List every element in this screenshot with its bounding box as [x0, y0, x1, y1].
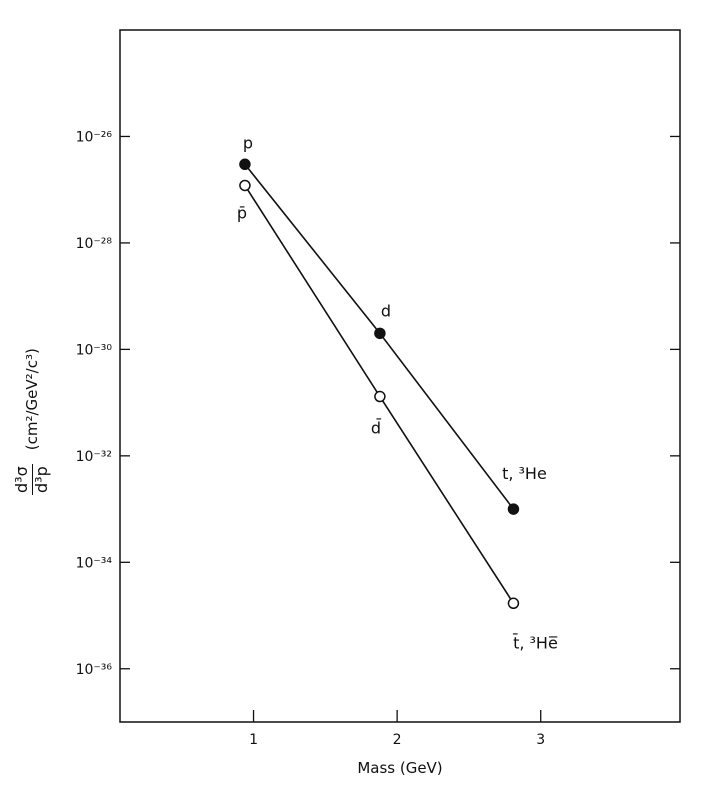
- point-label: d: [381, 301, 391, 320]
- y-axis: 10⁻²⁶ 10⁻²⁸ 10⁻³⁰ 10⁻³² 10⁻³⁴ 10⁻³⁶: [76, 129, 680, 678]
- point-labels: p d t, ³He p̄ d̄ t̄, ³He̅: [237, 133, 558, 652]
- y-tick-label: 10⁻²⁸: [76, 236, 113, 252]
- y-tick-label: 10⁻³⁰: [76, 342, 113, 358]
- series-lines: [244, 163, 515, 604]
- open-point: [374, 390, 386, 403]
- x-tick-label: 3: [536, 732, 545, 748]
- filled-point: [239, 158, 251, 171]
- x-axis: 1 2 3: [249, 710, 545, 748]
- x-tick-label: 2: [393, 732, 402, 748]
- y-axis-fraction: d³σ d³p: [12, 464, 51, 495]
- x-tick-label: 1: [249, 732, 258, 748]
- point-label: d̄: [371, 419, 382, 438]
- y-axis-numerator: d³σ: [12, 464, 33, 495]
- point-label: t, ³He: [502, 464, 547, 483]
- filled-point: [507, 503, 520, 515]
- point-label: t̄, ³He̅: [512, 633, 558, 652]
- x-axis-title: Mass (GeV): [357, 759, 442, 777]
- y-axis-units: (cm²/GeV²/c³): [23, 348, 42, 451]
- y-axis-denominator: d³p: [31, 466, 51, 493]
- y-tick-label: 10⁻²⁶: [76, 129, 113, 145]
- open-point: [239, 179, 251, 192]
- y-tick-label: 10⁻³²: [76, 449, 112, 465]
- open-point: [507, 597, 520, 610]
- filled-point: [374, 327, 386, 340]
- plot-frame: [119, 29, 681, 723]
- y-tick-label: 10⁻³⁴: [76, 555, 113, 571]
- data-points: [239, 158, 520, 610]
- point-label: p: [243, 133, 253, 152]
- y-tick-label: 10⁻³⁶: [76, 662, 113, 678]
- point-label: p̄: [237, 203, 247, 222]
